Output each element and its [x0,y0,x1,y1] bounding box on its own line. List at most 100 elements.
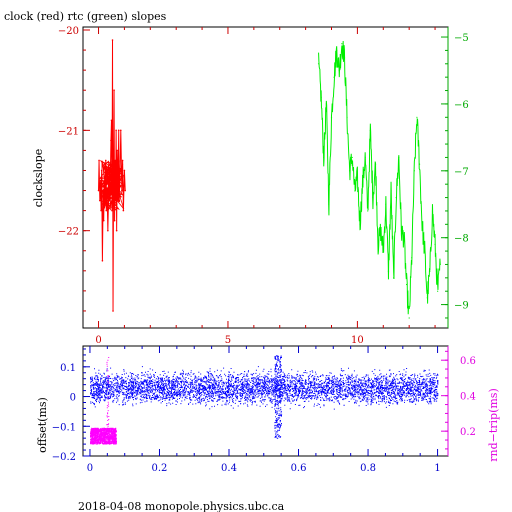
clock-point [114,199,117,202]
clock-point [110,119,113,122]
clock-point [104,199,106,202]
rtc-point [367,210,369,212]
rtc-point [354,190,356,192]
clock-point [100,169,103,172]
slopes-x-tick-label: 5 [225,335,231,346]
offset-x-tick-label: 0.2 [152,463,168,474]
clock-point [105,209,108,212]
rtc-point [385,203,387,205]
slopes-x-axis: 0 5 10 [95,27,436,346]
rtc-point [364,156,366,159]
offset-x-tick-label: 0.4 [221,463,237,474]
slopes-panel: −20 −21 −22 −5 −6 −7 −8 −9 0 5 10 clockslope [32,26,469,346]
clock-point [110,139,112,142]
rtc-point [356,176,358,179]
rtc-point [393,277,395,279]
clock-point [99,199,101,202]
rtc-point [431,210,434,212]
rtc-point [372,196,374,199]
clock-point [119,129,122,132]
rndtrip-y-tick-label: 0.2 [460,427,476,438]
rtc-point [429,270,431,272]
rtc-y-tick-label: −7 [454,167,469,178]
rtc-y-tick-label: −6 [454,100,469,111]
rtc-y-tick-label: −8 [454,234,469,245]
rtc-point [403,237,405,239]
clock-y-tick-label: −21 [58,126,79,137]
clock-y-tick-label: −22 [58,227,79,238]
rndtrip-axis-label: rnd−trip(ms) [487,388,500,462]
clock-point [107,229,109,232]
rtc-point [398,156,400,159]
offset-x-axis: 0 0.2 0.4 0.6 0.8 1 [87,346,441,474]
rtc-point [328,203,330,205]
clock-point [100,209,102,212]
rtc-point [437,290,439,292]
offset-y-tick-label: 0.1 [60,363,76,374]
rtc-point [336,49,338,52]
clock-point [117,129,120,132]
rndtrip-y-tick-label: 0.4 [460,392,476,403]
rtc-point [330,116,333,118]
rtc-point [426,297,428,299]
rndtrip-points [90,357,117,445]
clock-jitter [98,159,126,212]
clock-y-axis: −20 −21 −22 [58,26,90,312]
rtc-point [390,190,392,192]
clock-point [121,189,123,192]
rtc-series [317,41,441,319]
clock-point [112,310,114,312]
offset-series [90,355,439,439]
clock-point [108,179,110,182]
rtc-point [374,163,377,165]
clock-point [115,229,118,232]
rtc-point [359,223,361,225]
rtc-point [338,69,340,72]
offset-axis-label: offset(ms) [36,397,49,453]
clock-point [119,169,121,172]
clock-point [117,189,119,192]
offset-y-axis: 0.1 0 −0.1 −0.2 [52,348,90,463]
clock-point [98,159,100,162]
clock-point [112,179,115,182]
rtc-point [405,283,408,286]
rtc-point [418,163,421,165]
rtc-point [413,170,415,172]
rtc-point [361,183,364,185]
clock-point [109,199,111,202]
clock-point [115,129,117,132]
rndtrip-y-tick-label: 0.6 [460,356,476,367]
offset-y-tick-label: 0 [70,393,76,404]
clock-point [121,159,124,162]
clock-point [103,179,106,182]
clock-point [122,209,125,212]
clock-point [97,189,100,192]
clock-point [102,219,105,222]
offset-plot-frame [82,345,449,457]
offset-y-tick-label: −0.2 [52,452,76,463]
rtc-point [434,243,436,245]
clock-point [102,189,104,192]
clock-point [111,39,114,41]
clock-point [123,169,126,172]
chart-title: clock (red) rtc (green) slopes [4,10,167,23]
clock-point [106,189,108,192]
clock-point [99,179,102,182]
rtc-point [382,250,384,252]
rtc-y-tick-label: −5 [454,33,469,44]
rtc-point [341,43,343,45]
clock-point [113,89,115,92]
clock-point [104,159,107,162]
clock-point [124,189,126,192]
rtc-point [323,156,325,159]
rtc-point [369,130,371,132]
rndtrip-series [90,357,117,445]
rtc-point [395,196,397,199]
rtc-line [318,41,441,315]
rtc-point [377,243,379,245]
offset-x-tick-label: 1 [434,463,440,474]
offset-points [90,355,439,439]
offset-x-tick-label: 0.8 [360,463,376,474]
clockslope-axis-label: clockslope [32,149,45,207]
